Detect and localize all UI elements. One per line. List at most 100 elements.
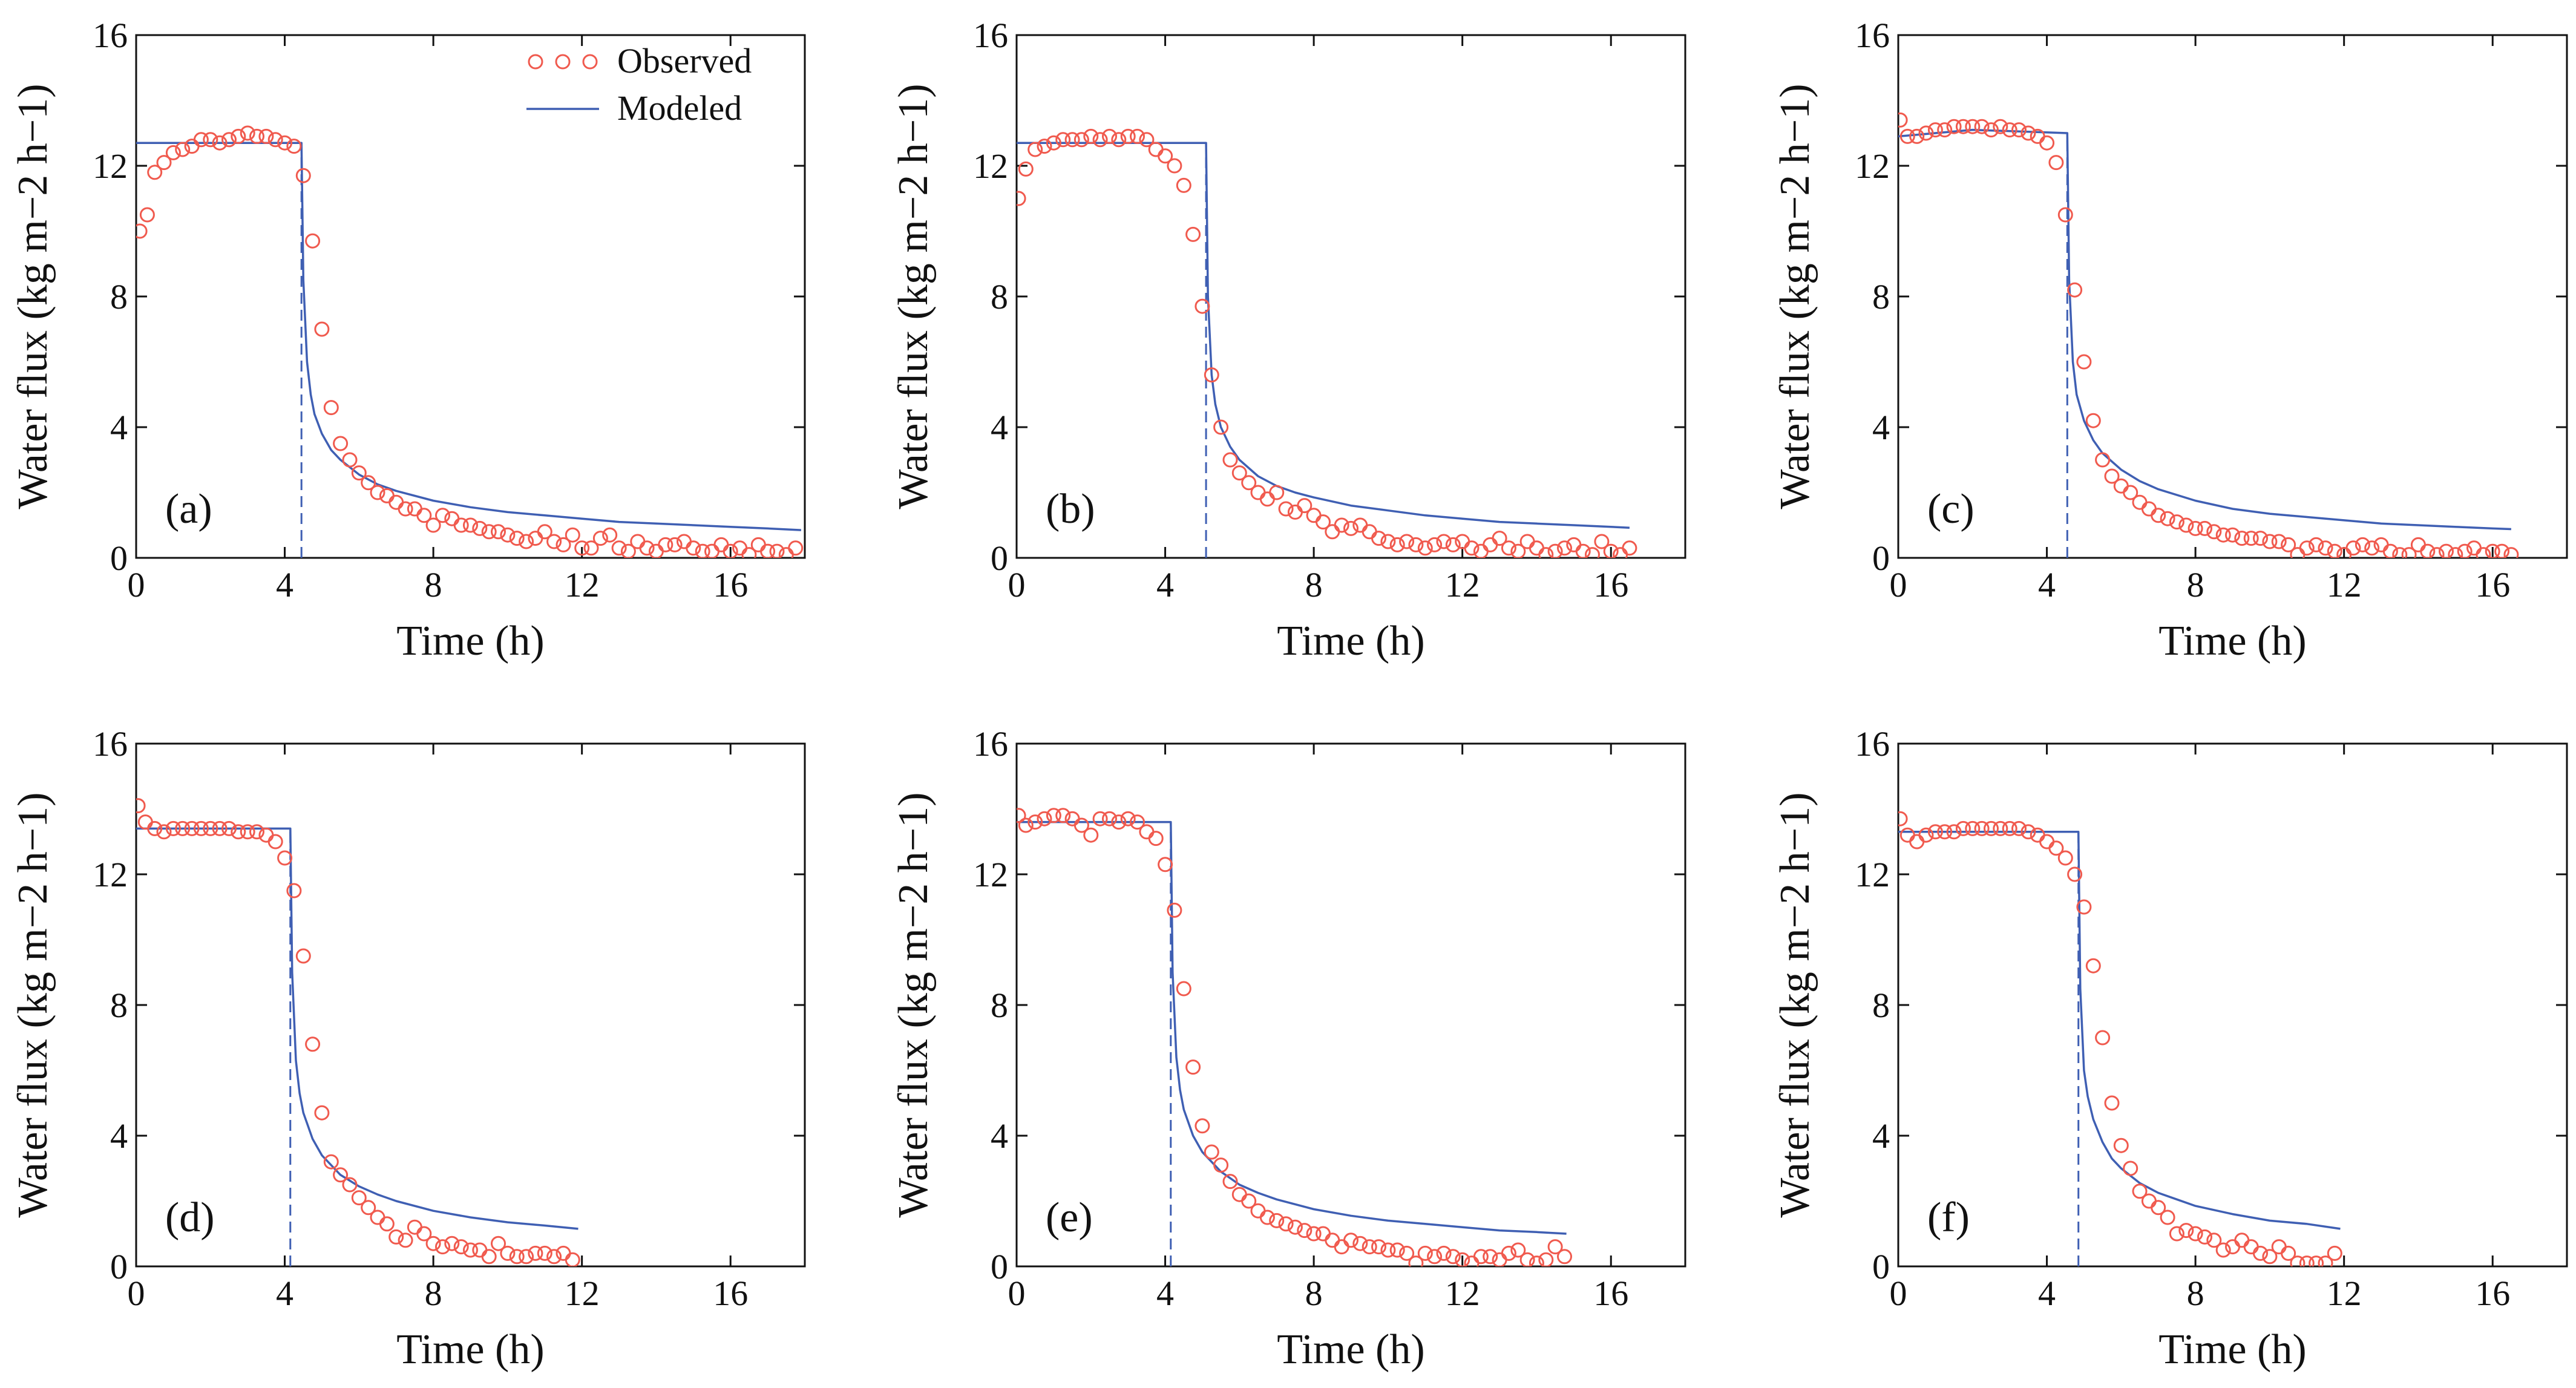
observed-point <box>435 508 450 523</box>
observed-point <box>136 798 146 814</box>
observed-point <box>1603 543 1619 558</box>
y-tick-label: 4 <box>1872 1116 1890 1156</box>
observed-point <box>1250 485 1266 500</box>
x-tick-label: 4 <box>1156 1274 1174 1313</box>
observed-point <box>2476 547 2491 558</box>
observed-point <box>2095 452 2111 468</box>
observed-point <box>379 1216 395 1232</box>
observed-point <box>1316 1226 1331 1242</box>
observed-point <box>1287 504 1303 520</box>
x-tick-label: 12 <box>2327 565 2362 604</box>
observed-point <box>630 534 646 549</box>
observed-point <box>1510 1242 1526 1258</box>
observed-point <box>481 1249 497 1265</box>
observed-point <box>147 820 163 836</box>
y-tick-label: 0 <box>991 539 1008 578</box>
observed-point <box>741 547 757 558</box>
observed-point <box>760 543 776 558</box>
observed-point <box>2243 1239 2259 1255</box>
plot-area <box>136 798 580 1266</box>
observed-point <box>1927 824 1943 840</box>
observed-point <box>1417 540 1433 556</box>
observed-point <box>351 1190 367 1206</box>
modeled-line <box>1017 142 1630 529</box>
y-axis-label: Water flux (kg m−2 h−1) <box>890 792 937 1217</box>
observed-point <box>1566 537 1582 552</box>
observed-point <box>444 511 460 526</box>
observed-point <box>2104 1095 2120 1111</box>
observed-point <box>1204 1144 1219 1160</box>
observed-point <box>1927 122 1943 138</box>
observed-point <box>1974 820 1990 836</box>
y-axis-label: Water flux (kg m−2 h−1) <box>1772 83 1818 509</box>
x-tick-label: 12 <box>1445 1274 1480 1313</box>
observed-point <box>1464 1255 1480 1266</box>
observed-point <box>2206 1233 2222 1248</box>
observed-point <box>2253 531 2268 546</box>
observed-point <box>2002 122 2017 138</box>
observed-point <box>2225 527 2240 543</box>
observed-point <box>295 168 311 183</box>
observed-point <box>1529 1255 1544 1266</box>
y-tick-label: 0 <box>991 1247 1008 1286</box>
y-tick-label: 16 <box>973 16 1008 55</box>
x-tick-label: 16 <box>1593 565 1628 604</box>
observed-point <box>267 834 283 849</box>
observed-point <box>333 1167 349 1183</box>
observed-point <box>1027 814 1043 830</box>
observed-point <box>1073 817 1089 833</box>
observed-point <box>1399 1245 1415 1261</box>
observed-point <box>1064 132 1080 148</box>
observed-point <box>2178 517 2194 533</box>
observed-point <box>2160 1210 2175 1225</box>
observed-point <box>1241 475 1257 491</box>
observed-point <box>425 517 441 533</box>
observed-point <box>2197 1229 2212 1245</box>
y-axis-label: Water flux (kg m−2 h−1) <box>10 792 56 1217</box>
panel-label: (f) <box>1927 1194 1970 1241</box>
observed-point <box>1464 540 1480 556</box>
observed-point <box>2457 543 2473 558</box>
observed-point <box>1018 161 1034 177</box>
observed-point <box>1993 119 2008 134</box>
observed-point <box>2123 1160 2138 1176</box>
x-tick-label: 0 <box>128 1274 145 1313</box>
observed-point <box>286 883 302 899</box>
observed-point <box>1993 820 2008 836</box>
observed-point <box>1898 811 1908 827</box>
observed-point <box>2123 485 2138 500</box>
observed-point <box>592 531 608 546</box>
x-tick-label: 4 <box>276 1274 293 1313</box>
observed-point <box>1371 531 1386 546</box>
observed-point <box>2057 850 2073 866</box>
observed-point <box>2030 827 2045 843</box>
observed-point <box>519 534 534 549</box>
observed-point <box>2113 1138 2129 1153</box>
observed-point <box>519 1249 534 1265</box>
observed-point <box>2011 122 2027 138</box>
observed-point <box>1984 122 1999 138</box>
observed-point <box>1898 112 1908 128</box>
observed-point <box>1334 517 1349 533</box>
observed-point <box>295 948 311 964</box>
observed-point <box>1455 534 1470 549</box>
plot-frame <box>1897 34 2568 559</box>
observed-point <box>147 165 163 180</box>
x-tick-label: 16 <box>713 1274 748 1313</box>
y-tick-label: 4 <box>110 1116 128 1156</box>
observed-point <box>139 207 155 223</box>
observed-point <box>2178 1223 2194 1239</box>
observed-point <box>2373 537 2389 552</box>
observed-point <box>769 543 785 558</box>
observed-point <box>1139 824 1155 840</box>
observed-point <box>370 485 385 500</box>
observed-point <box>1389 1242 1405 1258</box>
observed-point <box>1306 1226 1322 1242</box>
observed-point <box>1946 119 1962 134</box>
observed-point <box>713 537 729 552</box>
x-axis-label: Time (h) <box>396 618 544 664</box>
observed-point <box>1018 817 1034 833</box>
y-tick-label: 0 <box>1872 1247 1890 1286</box>
observed-point <box>1092 811 1108 827</box>
observed-point <box>1622 540 1637 556</box>
